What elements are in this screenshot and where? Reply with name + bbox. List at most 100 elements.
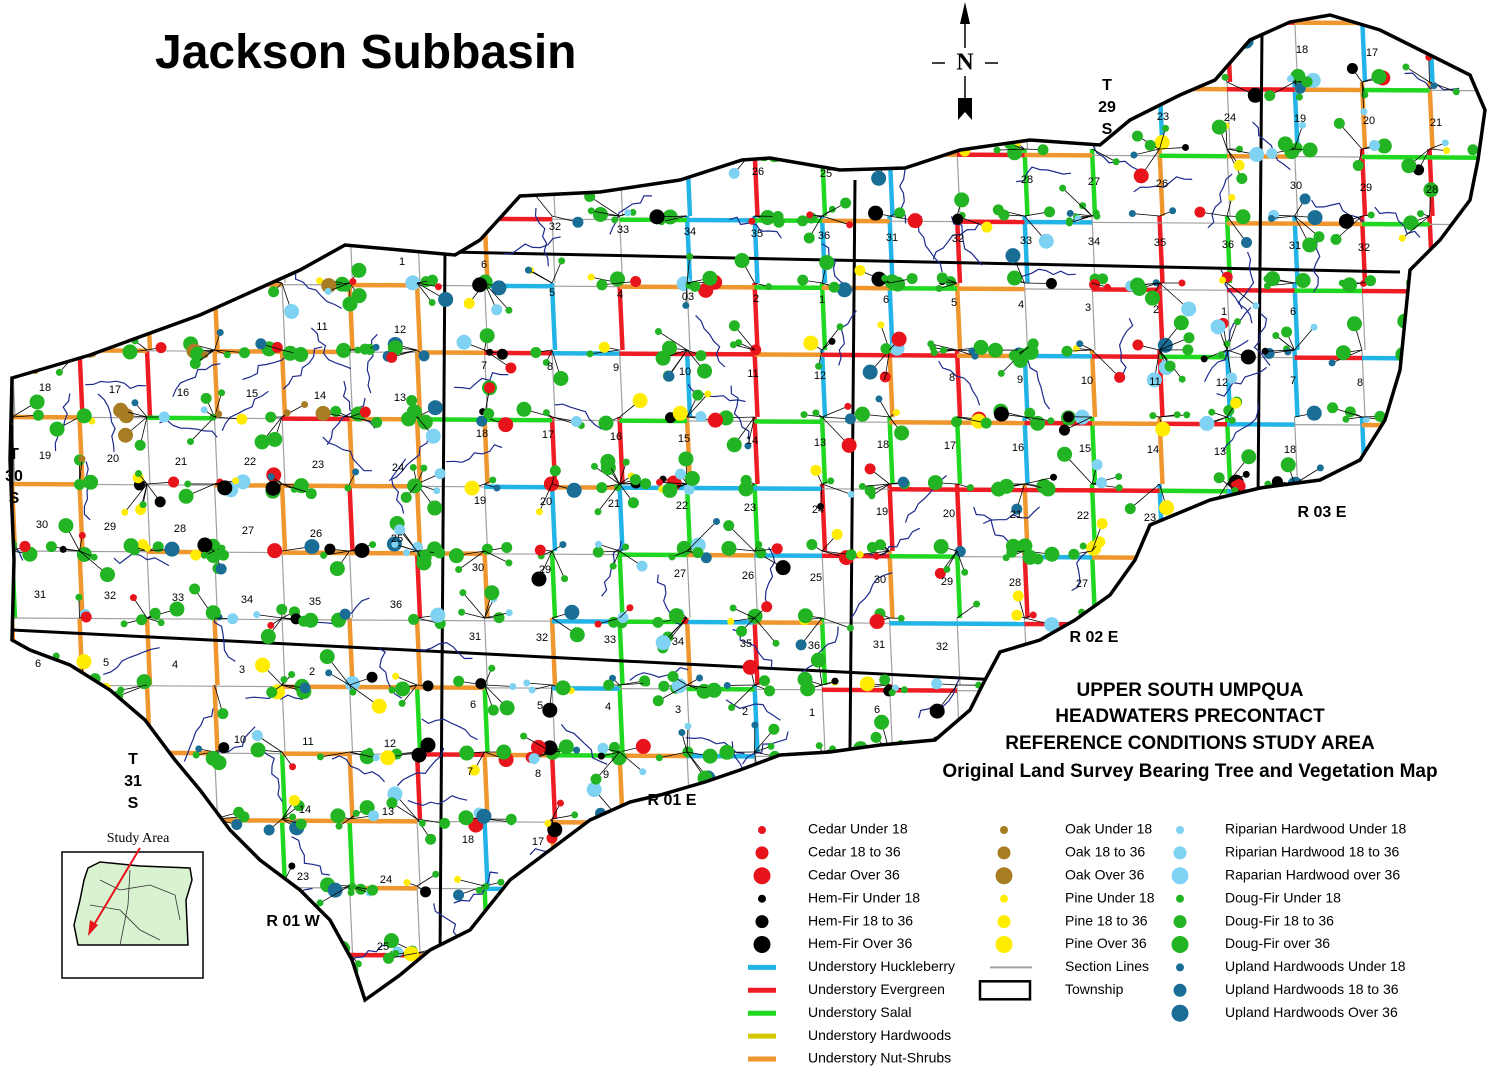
tree-stalk — [278, 81, 283, 83]
tree-stalk — [876, 148, 890, 161]
tree-stalk — [1481, 818, 1485, 837]
tree-stalk — [1478, 64, 1485, 83]
bearing-tree — [611, 3, 622, 14]
bearing-tree — [57, 812, 65, 820]
bearing-tree — [364, 144, 372, 152]
bearing-tree — [1401, 611, 1409, 619]
bearing-tree — [903, 867, 919, 883]
tree-stalk — [1429, 411, 1453, 418]
tree-stalk — [11, 346, 15, 351]
bearing-tree — [270, 142, 278, 150]
tree-stalk — [551, 952, 570, 957]
bearing-tree — [352, 468, 360, 476]
section-line — [684, 349, 693, 418]
bearing-tree — [1328, 802, 1344, 818]
bearing-tree — [11, 143, 19, 151]
tree-stalk — [10, 215, 13, 220]
bearing-tree — [654, 327, 662, 335]
section-number: 24 — [380, 874, 392, 886]
bearing-tree — [27, 972, 39, 984]
tree-stalk — [1067, 62, 1093, 83]
bearing-tree — [217, 480, 233, 496]
bearing-tree — [76, 408, 92, 424]
bearing-tree — [1065, 219, 1073, 227]
bearing-tree — [810, 464, 822, 476]
bearing-tree — [943, 816, 955, 828]
tree-stalk — [950, 885, 958, 914]
bearing-tree — [200, 216, 208, 224]
tree-stalk — [1419, 684, 1430, 690]
bearing-tree — [993, 406, 1009, 422]
tree-stalk — [686, 521, 717, 552]
bearing-tree — [845, 161, 853, 169]
stream — [1203, 564, 1252, 597]
section-line — [551, 215, 556, 284]
section-number: 17 — [542, 429, 554, 441]
tree-stalk — [281, 952, 291, 954]
bearing-tree — [1128, 210, 1136, 218]
bearing-tree — [371, 698, 387, 714]
bearing-tree — [1452, 280, 1460, 288]
bearing-tree — [1044, 617, 1060, 633]
section-line — [753, 81, 759, 150]
bearing-tree — [788, 817, 800, 829]
bearing-tree — [1249, 147, 1265, 163]
bearing-tree — [74, 479, 86, 491]
stream — [242, 944, 282, 988]
section-line — [10, 751, 18, 820]
section-number: 13 — [1214, 446, 1226, 458]
section-line — [414, 684, 423, 753]
bearing-tree — [152, 541, 164, 553]
tree-stalk — [10, 885, 13, 890]
bearing-tree — [420, 886, 432, 898]
tree-stalk — [416, 190, 447, 217]
bearing-tree — [658, 889, 666, 897]
tree-stalk — [11, 885, 32, 901]
tree-stalk — [676, 127, 688, 150]
bearing-tree — [667, 150, 679, 162]
section-number: 30 — [472, 562, 484, 574]
bearing-tree — [121, 508, 129, 516]
tree-stalk — [1198, 15, 1228, 17]
bearing-tree — [614, 484, 622, 492]
bearing-tree — [1371, 69, 1387, 85]
bearing-tree — [10, 753, 20, 765]
bearing-tree — [686, 253, 694, 261]
bearing-tree — [247, 274, 259, 286]
bearing-tree — [323, 202, 339, 218]
bearing-tree — [980, 417, 992, 429]
tree-stalk — [802, 80, 823, 83]
tree-stalk — [591, 15, 620, 31]
tree-stalk — [1355, 550, 1363, 558]
tree-stalk — [204, 215, 215, 221]
bearing-tree — [1436, 878, 1448, 890]
tree-stalk — [1497, 350, 1498, 364]
bearing-tree — [554, 3, 561, 10]
tree-stalk — [349, 190, 363, 217]
tree-stalk — [1361, 951, 1372, 954]
tree-stalk — [1497, 752, 1499, 753]
bearing-tree — [438, 217, 446, 225]
bearing-tree — [1299, 193, 1311, 205]
bearing-tree — [612, 818, 624, 830]
section-number: 15 — [1079, 443, 1091, 455]
section-line — [281, 215, 286, 284]
bearing-tree — [1101, 15, 1109, 20]
bearing-tree — [599, 80, 611, 92]
bearing-tree — [1154, 135, 1170, 151]
bearing-tree — [88, 684, 96, 692]
tree-stalk — [1078, 883, 1093, 887]
bearing-tree — [3, 551, 10, 558]
tree-stalk — [750, 142, 755, 150]
bearing-tree — [505, 306, 513, 314]
inset-map: Study Area — [61, 831, 204, 979]
tree-stalk — [460, 78, 485, 83]
title-line: HEADWATERS PRECONTACT — [1055, 706, 1325, 727]
bearing-tree — [1419, 349, 1431, 361]
section-line — [1292, 282, 1300, 351]
section-line — [483, 81, 489, 150]
bearing-tree — [667, 670, 679, 682]
bearing-tree — [1473, 524, 1485, 536]
bearing-tree — [418, 819, 426, 827]
bearing-tree — [873, 156, 881, 164]
